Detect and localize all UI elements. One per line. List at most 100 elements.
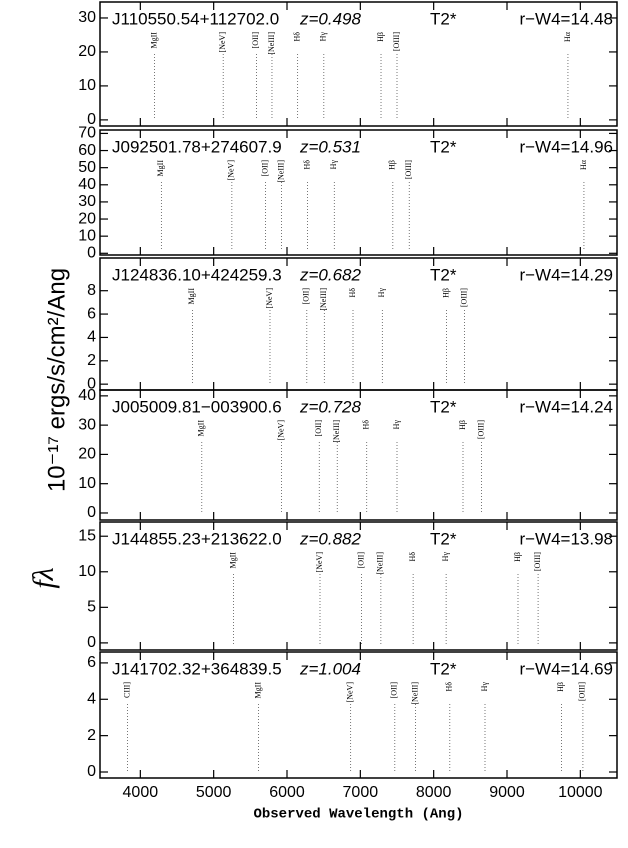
y-tick-label: 40 — [78, 176, 96, 193]
y-tick-label: 6 — [87, 654, 96, 671]
line-label: MgII — [197, 420, 206, 437]
panel: MgII [NeV] [OII] [NeIII] Hδ Hγ Hβ [OIII] 0 5 10 15 J… — [78, 521, 618, 651]
y-tick-label: 0 — [87, 504, 96, 521]
x-tick-label: 4000 — [123, 784, 159, 801]
redshift: z=0.498 — [299, 9, 362, 28]
y-tick-label: 20 — [78, 446, 96, 463]
line-label: MgII — [228, 552, 237, 569]
line-label: MgII — [187, 288, 196, 305]
redshift: z=1.004 — [299, 659, 361, 678]
line-label: Hγ — [377, 288, 386, 298]
redshift: z=0.728 — [299, 397, 362, 416]
y-tick-label: 70 — [78, 125, 96, 142]
panel-frame — [99, 1, 618, 127]
line-label: Hγ — [392, 420, 401, 430]
class-label: T2* — [430, 659, 457, 678]
y-tick-label: 15 — [78, 527, 96, 544]
object-name: J005009.81−003900.6 — [112, 397, 282, 416]
line-label: Hδ — [292, 32, 301, 42]
y-tick-label: 2 — [87, 727, 96, 744]
panel: MgII [NeV] [OII] [NeIII] Hδ Hγ Hβ [OIII] Hα01020… — [78, 125, 618, 262]
line-label: [OII] — [356, 552, 365, 569]
line-label: MgII — [149, 32, 158, 49]
line-label: Hδ — [445, 682, 454, 692]
y-tick-label: 50 — [78, 159, 96, 176]
panel-frame — [99, 521, 618, 651]
x-axis-label: Observed Wavelength (Ang) — [253, 807, 463, 823]
y-tick-label: 0 — [87, 245, 96, 262]
y-tick-label: 0 — [87, 375, 96, 392]
object-name: J110550.54+112702.0 — [112, 9, 279, 28]
line-label: Hδ — [302, 160, 311, 170]
line-label: [NeIII] — [332, 420, 341, 443]
rw4-label: r−W4=14.29 — [519, 265, 613, 284]
object-name: J092501.78+274607.9 — [112, 137, 282, 156]
y-tick-label: 5 — [87, 599, 96, 616]
line-label: Hγ — [480, 682, 489, 692]
class-label: T2* — [430, 529, 457, 548]
line-label: [OII] — [302, 288, 311, 305]
panel: MgII [NeV] [OII] [NeIII] Hδ Hγ Hβ [OIII] 0 2 4 6 8 J1… — [87, 257, 618, 392]
rw4-label: r−W4=14.48 — [519, 9, 613, 28]
rw4-label: r−W4=14.24 — [519, 397, 613, 416]
x-tick-label: 5000 — [196, 784, 232, 801]
x-tick-label: 8000 — [416, 784, 452, 801]
line-label: [NeIII] — [319, 288, 328, 311]
class-label: T2* — [430, 265, 457, 284]
line-label: [NeV] — [345, 682, 354, 703]
redshift: z=0.882 — [299, 529, 362, 548]
line-label: [OIII] — [578, 682, 587, 701]
class-label: T2* — [430, 9, 457, 28]
object-name: J124836.10+424259.3 — [112, 265, 282, 284]
line-label: Hβ — [376, 32, 385, 42]
line-label: [NeV] — [265, 288, 274, 309]
line-label: [NeV] — [218, 32, 227, 53]
line-label: [OIII] — [404, 160, 413, 179]
x-tick-label: 9000 — [489, 784, 525, 801]
line-label: Hδ — [348, 288, 357, 298]
y-tick-label: 0 — [87, 763, 96, 780]
y-tick-label: 30 — [78, 9, 96, 26]
line-label: Hγ — [329, 160, 338, 170]
class-label: T2* — [430, 397, 457, 416]
panel-frame — [99, 651, 618, 779]
line-label: Hβ — [556, 682, 565, 692]
line-label: [OIII] — [459, 288, 468, 307]
y-tick-label: 2 — [87, 352, 96, 369]
object-name: J144855.23+213622.0 — [112, 529, 282, 548]
line-label: [NeV] — [276, 420, 285, 441]
line-label: [OIII] — [476, 420, 485, 439]
y-tick-label: 0 — [87, 111, 96, 128]
line-label: Hγ — [319, 32, 328, 42]
line-label: [NeV] — [315, 552, 324, 573]
y-tick-label: 30 — [78, 416, 96, 433]
line-label: [OII] — [314, 420, 323, 437]
line-label: Hδ — [362, 420, 371, 430]
y-tick-label: 10 — [78, 475, 96, 492]
line-label: [NeIII] — [376, 552, 385, 575]
object-name: J141702.32+364839.5 — [112, 659, 282, 678]
line-label: [OII] — [390, 682, 399, 699]
line-label: CIII] — [122, 682, 131, 698]
panel: MgII [NeV] [OII] [NeIII] Hδ Hγ Hβ [OIII] Hα01020… — [78, 1, 618, 128]
line-label: Hβ — [388, 160, 397, 170]
redshift: z=0.531 — [299, 137, 361, 156]
line-label: Hα — [579, 159, 588, 170]
line-label: Hβ — [458, 420, 467, 430]
line-label: [NeV] — [227, 160, 236, 181]
line-label: [NeIII] — [410, 682, 419, 705]
y-tick-label: 20 — [78, 210, 96, 227]
line-label: [OIII] — [392, 32, 401, 51]
flux-symbol: fλ — [27, 567, 60, 588]
x-tick-label: 10000 — [558, 784, 603, 801]
y-tick-label: 6 — [87, 305, 96, 322]
y-tick-label: 4 — [87, 329, 96, 346]
redshift: z=0.682 — [299, 265, 362, 284]
rw4-label: r−W4=14.69 — [519, 659, 613, 678]
y-tick-label: 10 — [78, 563, 96, 580]
line-label: [OII] — [260, 160, 269, 177]
y-tick-label: 0 — [87, 634, 96, 651]
line-label: Hα — [563, 31, 572, 42]
rw4-label: r−W4=13.98 — [519, 529, 613, 548]
